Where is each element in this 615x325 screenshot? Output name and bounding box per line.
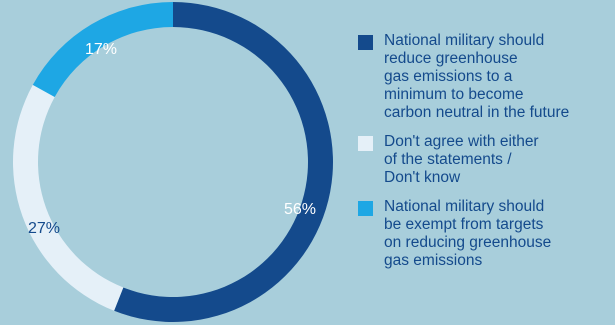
legend-item-dont-know: Don't agree with either of the statement… <box>358 133 610 187</box>
legend-item-reduce-emissions: National military should reduce greenhou… <box>358 32 610 122</box>
value-label-reduce-emissions: 56% <box>284 201 316 218</box>
donut-chart: 56% 27% 17% <box>12 2 334 322</box>
donut-slice-reduce-emissions <box>114 2 334 322</box>
legend-label: Don't agree with either of the statement… <box>384 133 539 186</box>
value-label-exempt: 17% <box>85 41 117 58</box>
donut-slice-dont-know <box>12 84 124 311</box>
legend-swatch <box>358 136 373 151</box>
legend-label: National military should reduce greenhou… <box>384 32 570 121</box>
legend: National military should reduce greenhou… <box>358 32 610 281</box>
legend-swatch <box>358 35 373 50</box>
donut-slice-exempt <box>32 2 174 97</box>
value-label-dont-know: 27% <box>28 220 60 237</box>
legend-label: National military should be exempt from … <box>384 198 552 269</box>
legend-swatch <box>358 201 373 216</box>
legend-item-exempt: National military should be exempt from … <box>358 198 610 270</box>
